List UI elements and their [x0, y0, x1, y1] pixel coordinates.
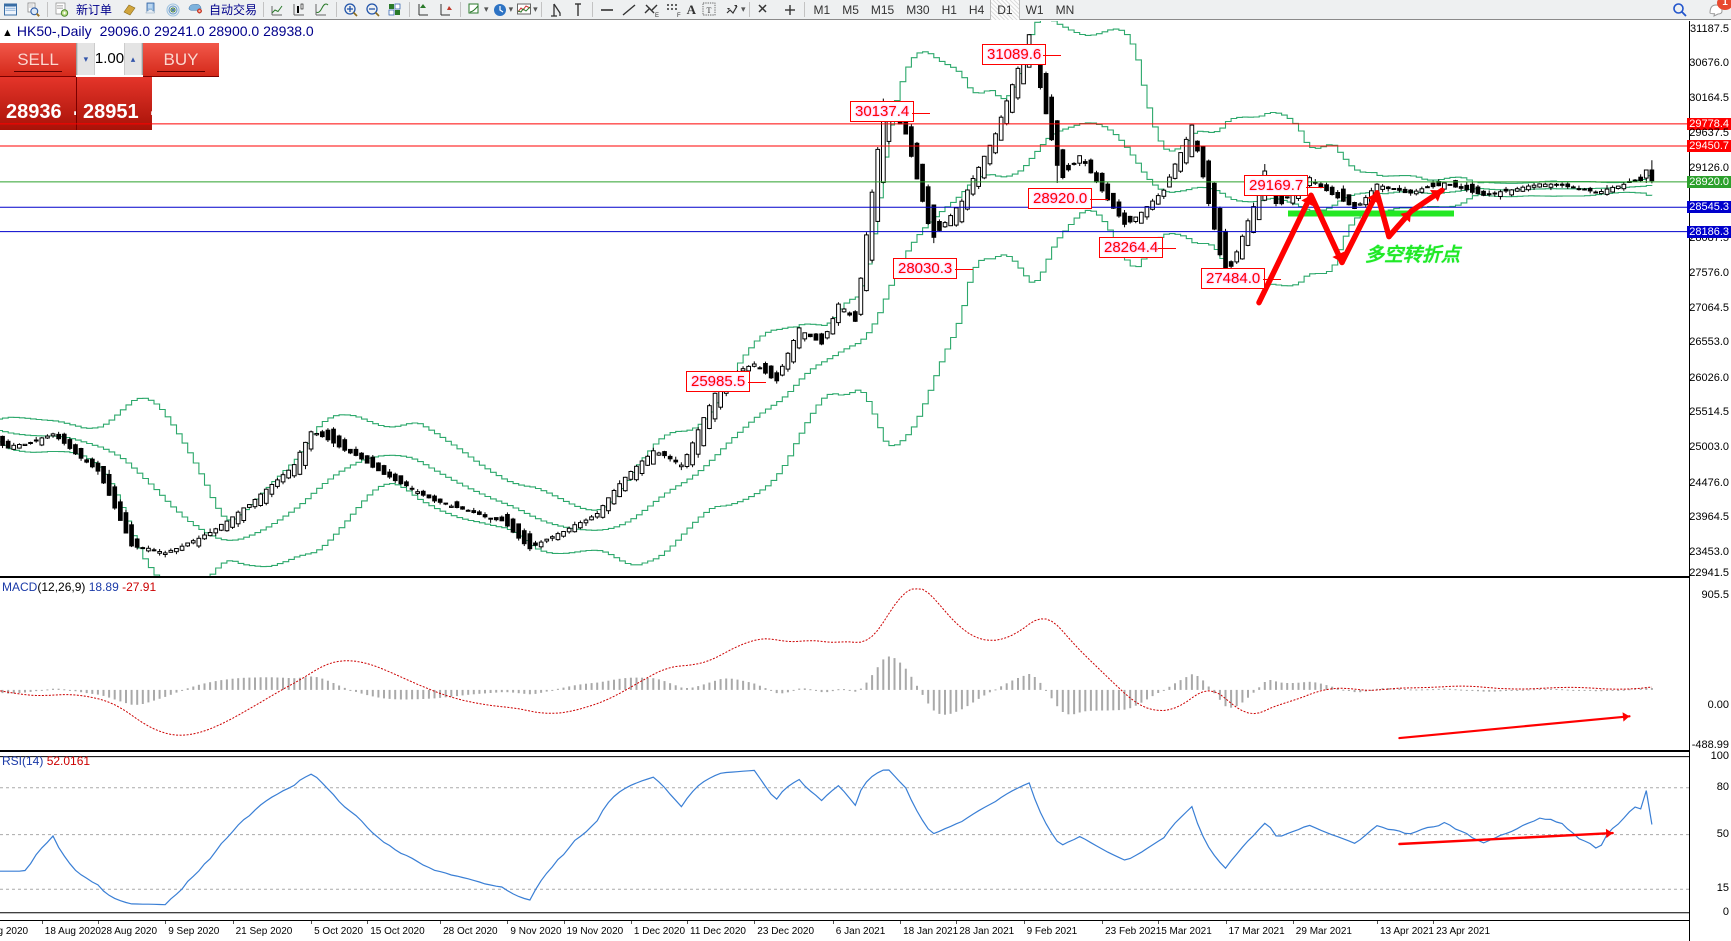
svg-text:F: F — [677, 13, 681, 18]
svg-text:E: E — [655, 13, 659, 18]
svg-text:T: T — [707, 6, 712, 15]
